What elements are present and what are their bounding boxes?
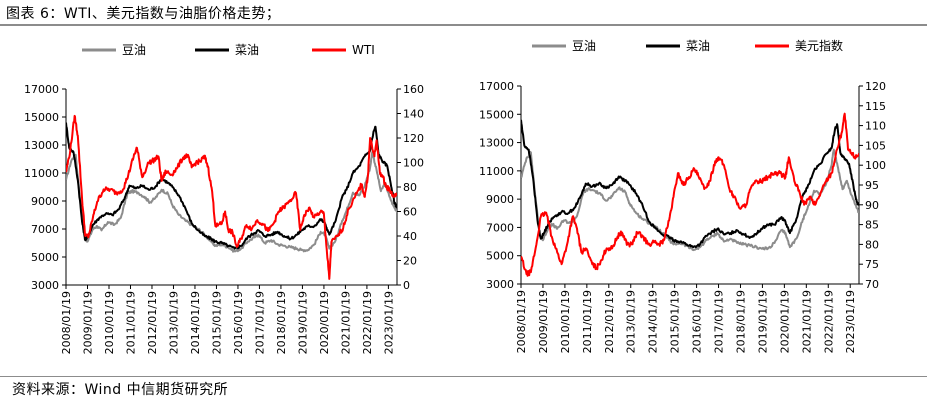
y-left-tick-label: 3000 (486, 278, 514, 291)
x-tick-label: 2017/01/19 (713, 290, 726, 353)
y-left-tick-label: 9000 (31, 195, 59, 208)
y-right-tick-label: 0 (403, 279, 410, 292)
y-right-tick-label: 140 (403, 108, 424, 121)
y-right-tick-label: 80 (865, 238, 879, 251)
chart-1: 豆油 菜油 WTI 3000 5000 7000 9000 11000 13000 15000 17… (24, 43, 424, 354)
x-tick-label: 2013/01/19 (625, 290, 638, 353)
x-tick-label: 2014/01/19 (647, 290, 660, 353)
series-line-1 (66, 151, 397, 253)
legend-label-1: 豆油 (572, 39, 596, 53)
y-right-tick-label: 80 (403, 181, 417, 194)
series-line-2 (66, 122, 397, 250)
x-tick-label: 2016/01/19 (232, 291, 245, 354)
y-left-tick-label: 13000 (479, 137, 514, 150)
legend-label-2: 菜油 (686, 39, 710, 53)
y-right-tick-label: 100 (865, 159, 886, 172)
y-left-tick-label: 7000 (31, 223, 59, 236)
x-tick-label: 2023/01/19 (844, 290, 857, 353)
x-tick-label: 2019/01/19 (756, 290, 769, 353)
series-line-1 (521, 148, 859, 252)
legend-label-1: 豆油 (122, 43, 146, 57)
y-left-tick-label: 17000 (24, 83, 59, 96)
y-left-tick-label: 11000 (479, 165, 514, 178)
x-tick-label: 2010/01/19 (103, 291, 116, 354)
x-tick-label: 2016/01/19 (691, 290, 704, 353)
y-right-tick-label: 40 (403, 230, 417, 243)
x-tick-label: 2010/01/19 (559, 290, 572, 353)
y-left-tick-label: 13000 (24, 139, 59, 152)
x-tick-label: 2014/01/19 (189, 291, 202, 354)
y-right-tick-label: 115 (865, 100, 886, 113)
legend-label-3: 美元指数 (795, 38, 843, 53)
y-left-tick-label: 5000 (31, 251, 59, 264)
y-right-tick-label: 75 (865, 258, 879, 271)
x-tick-label: 2009/01/19 (537, 290, 550, 353)
y-right-tick-label: 70 (865, 278, 879, 291)
x-tick-label: 2013/01/19 (167, 291, 180, 354)
y-right-tick-label: 110 (865, 120, 886, 133)
x-tick-label: 2020/01/19 (778, 290, 791, 353)
x-tick-label: 2015/01/19 (210, 291, 223, 354)
y-left-tick-label: 17000 (479, 80, 514, 93)
x-tick-label: 2018/01/19 (275, 291, 288, 354)
y-left-tick-label: 7000 (486, 221, 514, 234)
y-right-tick-label: 95 (865, 179, 879, 192)
y-left-tick-label: 11000 (24, 167, 59, 180)
series-line-2 (521, 119, 859, 249)
chart-2: 豆油 菜油 美元指数 3000 5000 7000 9000 11000 13000 15000 1… (479, 38, 886, 353)
y-right-tick-label: 120 (403, 132, 424, 145)
x-tick-label: 2008/01/19 (515, 290, 528, 353)
y-right-tick-label: 60 (403, 206, 417, 219)
y-right-tick-label: 100 (403, 157, 424, 170)
x-tick-label: 2012/01/19 (146, 291, 159, 354)
legend-label-3: WTI (352, 43, 375, 57)
x-tick-label: 2020/01/19 (318, 291, 331, 354)
x-tick-label: 2008/01/19 (60, 291, 73, 354)
y-right-tick-label: 85 (865, 219, 879, 232)
x-tick-label: 2015/01/19 (669, 290, 682, 353)
y-right-tick-label: 90 (865, 199, 879, 212)
legend-label-2: 菜油 (235, 43, 259, 57)
x-tick-label: 2023/01/19 (382, 291, 395, 354)
y-right-tick-label: 120 (865, 80, 886, 93)
x-tick-label: 2018/01/19 (734, 290, 747, 353)
x-tick-label: 2019/01/19 (296, 291, 309, 354)
x-tick-label: 2009/01/19 (81, 291, 94, 354)
source-rule (0, 376, 927, 377)
series-line-3 (66, 114, 397, 280)
x-tick-label: 2022/01/19 (822, 290, 835, 353)
y-left-tick-label: 3000 (31, 279, 59, 292)
x-tick-label: 2011/01/19 (581, 290, 594, 353)
y-right-tick-label: 105 (865, 139, 886, 152)
source-note: 资料来源：Wind 中信期货研究所 (12, 382, 229, 398)
x-tick-label: 2017/01/19 (253, 291, 266, 354)
figure-title: 图表 6：WTI、美元指数与油脂价格走势； (6, 6, 281, 22)
x-tick-label: 2012/01/19 (603, 290, 616, 353)
series-line-3 (521, 112, 859, 277)
y-left-tick-label: 15000 (24, 111, 59, 124)
figure-background (10, 27, 925, 374)
x-tick-label: 2021/01/19 (800, 290, 813, 353)
y-right-tick-label: 20 (403, 255, 417, 268)
y-left-tick-label: 5000 (486, 250, 514, 263)
y-left-tick-label: 9000 (486, 193, 514, 206)
y-right-tick-label: 160 (403, 83, 424, 96)
title-rule (0, 24, 927, 26)
x-tick-label: 2022/01/19 (361, 291, 374, 354)
y-left-tick-label: 15000 (479, 108, 514, 121)
x-tick-label: 2011/01/19 (124, 291, 137, 354)
x-tick-label: 2021/01/19 (339, 291, 352, 354)
